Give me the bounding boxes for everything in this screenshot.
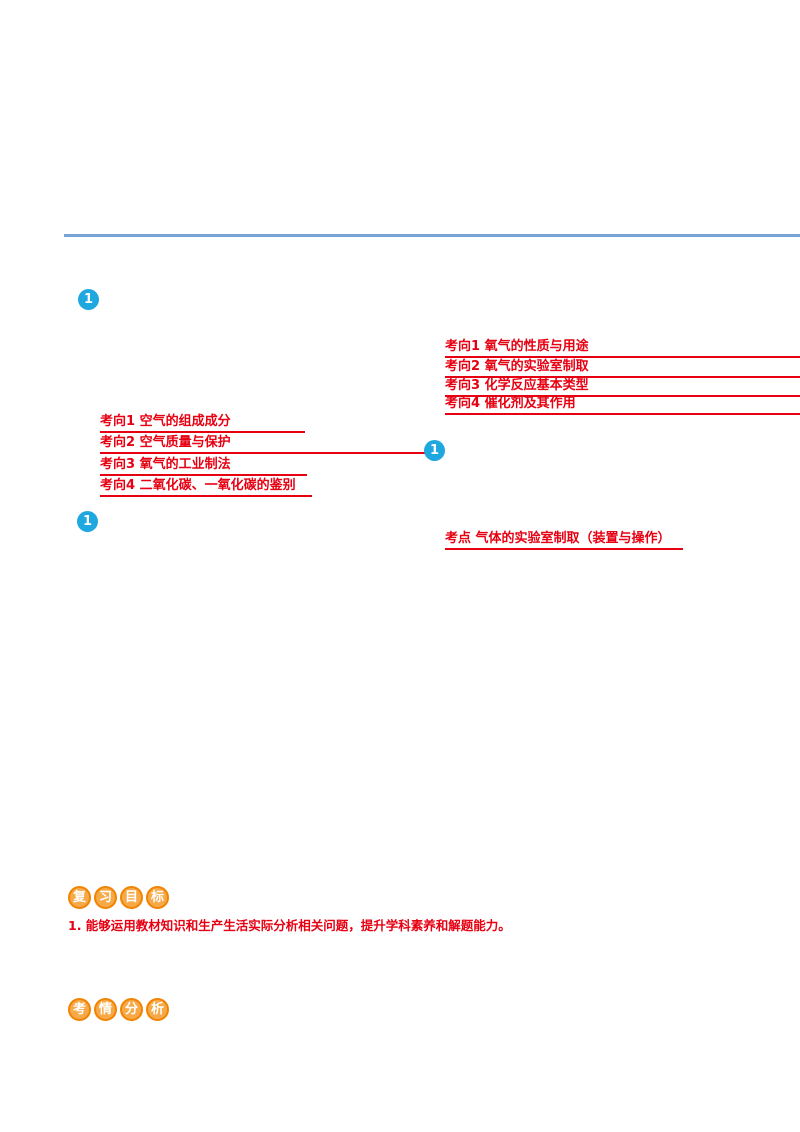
circled-number-label: 1 bbox=[83, 292, 94, 307]
review-goal-badge: 习 bbox=[94, 886, 117, 909]
exam-direction-item: 考向1 空气的组成成分 bbox=[100, 413, 305, 433]
exam-direction-item: 考向4 二氧化碳、一氧化碳的鉴别 bbox=[100, 477, 312, 497]
circled-number-marker: 1 bbox=[77, 511, 98, 532]
circled-number-marker: 1 bbox=[424, 440, 445, 461]
review-goal-heading: 复 习 目 标 bbox=[68, 886, 169, 909]
exam-direction-item: 考向4 催化剂及其作用 bbox=[445, 395, 800, 415]
exam-analysis-badge: 情 bbox=[94, 998, 117, 1021]
exam-direction-item: 考向2 氧气的实验室制取 bbox=[445, 358, 800, 378]
exam-analysis-badge: 分 bbox=[120, 998, 143, 1021]
exam-analysis-badge: 析 bbox=[146, 998, 169, 1021]
header-divider-line bbox=[64, 234, 800, 237]
exam-point-line: 考点 气体的实验室制取（装置与操作） bbox=[445, 530, 683, 550]
review-goal-badge: 目 bbox=[120, 886, 143, 909]
review-goal-text: 1. 能够运用教材知识和生产生活实际分析相关问题，提升学科素养和解题能力。 bbox=[68, 918, 511, 933]
exam-direction-item: 考向3 氧气的工业制法 bbox=[100, 456, 307, 476]
exam-direction-item: 考向2 空气质量与保护 bbox=[100, 434, 427, 454]
exam-analysis-heading: 考 情 分 析 bbox=[68, 998, 169, 1021]
review-goal-badge: 复 bbox=[68, 886, 91, 909]
exam-direction-item: 考向1 氧气的性质与用途 bbox=[445, 338, 800, 358]
exam-analysis-badge: 考 bbox=[68, 998, 91, 1021]
exam-direction-item: 考向3 化学反应基本类型 bbox=[445, 377, 800, 397]
circled-number-marker: 1 bbox=[78, 289, 99, 310]
circled-number-label: 1 bbox=[429, 443, 440, 458]
review-goal-badge: 标 bbox=[146, 886, 169, 909]
circled-number-label: 1 bbox=[82, 514, 93, 529]
